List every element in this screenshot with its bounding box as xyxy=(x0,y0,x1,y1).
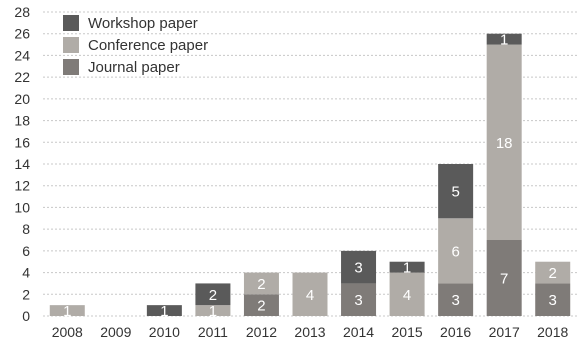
x-axis-ticks: 2008 2009 2010 2011 2012 2013 2014 2015 2016 2017… xyxy=(52,324,569,340)
x-tick-label-2009: 2009 xyxy=(100,324,131,340)
data-label-conference-paper-2008: 1 xyxy=(63,303,71,320)
x-tick-label-2008: 2008 xyxy=(52,324,83,340)
y-tick-label-10: 10 xyxy=(14,199,30,215)
bar-workshop-paper-2010 xyxy=(146,305,182,316)
data-label-conference-paper-2016: 6 xyxy=(451,243,459,260)
data-label-journal-paper-2012: 2 xyxy=(257,298,265,315)
bar-conference-paper-2011 xyxy=(195,305,231,316)
y-tick-label-16: 16 xyxy=(14,134,30,150)
data-label-journal-paper-2018: 3 xyxy=(549,292,557,309)
legend-swatch-conference-paper xyxy=(63,37,79,53)
bars-layer xyxy=(49,33,571,316)
x-tick-label-2011: 2011 xyxy=(198,324,228,340)
y-tick-label-12: 12 xyxy=(14,178,30,194)
x-tick-label-2017: 2017 xyxy=(489,324,520,340)
data-label-workshop-paper-2014: 3 xyxy=(354,260,362,277)
bar-journal-paper-2017 xyxy=(486,240,522,316)
bar-conference-paper-2013 xyxy=(292,272,328,316)
data-label-conference-paper-2015: 4 xyxy=(403,287,411,304)
bar-journal-paper-2012 xyxy=(243,294,279,316)
bar-conference-paper-2017 xyxy=(486,44,522,241)
y-tick-label-8: 8 xyxy=(22,221,30,237)
bar-conference-paper-2018 xyxy=(535,261,571,284)
legend-swatch-workshop-paper xyxy=(63,15,79,31)
y-tick-label-26: 26 xyxy=(14,26,30,42)
x-tick-label-2018: 2018 xyxy=(537,324,568,340)
legend: Workshop paper Conference paper Journal pa… xyxy=(63,15,208,76)
x-tick-label-2016: 2016 xyxy=(440,324,471,340)
y-tick-label-6: 6 xyxy=(22,243,30,259)
y-tick-label-22: 22 xyxy=(14,69,30,85)
y-tick-label-2: 2 xyxy=(22,286,30,302)
y-tick-label-14: 14 xyxy=(14,156,30,172)
y-tick-label-24: 24 xyxy=(14,47,30,63)
data-label-conference-paper-2018: 2 xyxy=(549,265,557,282)
x-tick-label-2012: 2012 xyxy=(246,324,277,340)
data-label-journal-paper-2016: 3 xyxy=(451,292,459,309)
data-label-conference-paper-2011: 1 xyxy=(209,303,217,320)
data-label-workshop-paper-2010: 1 xyxy=(160,303,168,320)
bar-journal-paper-2014 xyxy=(341,283,377,316)
y-tick-label-20: 20 xyxy=(14,91,30,107)
x-tick-label-2015: 2015 xyxy=(392,324,423,340)
y-tick-label-18: 18 xyxy=(14,113,30,129)
legend-label-workshop-paper: Workshop paper xyxy=(88,15,198,32)
data-label-conference-paper-2013: 4 xyxy=(306,287,314,304)
data-label-conference-paper-2017: 18 xyxy=(496,135,513,152)
bar-workshop-paper-2014 xyxy=(341,250,377,284)
x-tick-label-2014: 2014 xyxy=(343,324,374,340)
y-tick-label-0: 0 xyxy=(22,308,30,324)
bar-journal-paper-2016 xyxy=(438,283,474,316)
x-tick-label-2010: 2010 xyxy=(149,324,180,340)
data-label-journal-paper-2017: 7 xyxy=(500,271,508,288)
legend-swatch-journal-paper xyxy=(63,59,79,75)
y-tick-label-4: 4 xyxy=(22,265,30,281)
y-tick-label-28: 28 xyxy=(14,4,30,20)
data-label-workshop-paper-2011: 2 xyxy=(209,287,217,304)
data-label-workshop-paper-2017: 1 xyxy=(500,32,508,49)
legend-label-journal-paper: Journal paper xyxy=(88,59,180,76)
bar-workshop-paper-2016 xyxy=(438,164,474,219)
bar-workshop-paper-2015 xyxy=(389,261,425,273)
bar-conference-paper-2008 xyxy=(49,305,85,316)
bar-journal-paper-2018 xyxy=(535,283,571,316)
data-label-conference-paper-2012: 2 xyxy=(257,276,265,293)
bar-conference-paper-2012 xyxy=(243,272,279,295)
bar-workshop-paper-2017 xyxy=(486,33,522,45)
data-label-workshop-paper-2015: 1 xyxy=(403,260,411,277)
data-label-journal-paper-2014: 3 xyxy=(354,292,362,309)
x-tick-label-2013: 2013 xyxy=(294,324,325,340)
legend-label-conference-paper: Conference paper xyxy=(88,37,208,54)
data-label-workshop-paper-2016: 5 xyxy=(451,184,459,201)
bar-workshop-paper-2011 xyxy=(195,283,231,306)
bar-conference-paper-2016 xyxy=(438,218,474,284)
bar-conference-paper-2015 xyxy=(389,272,425,316)
